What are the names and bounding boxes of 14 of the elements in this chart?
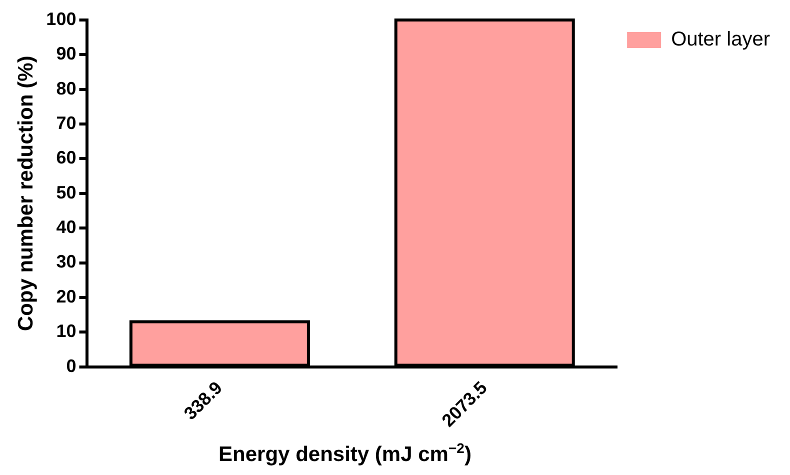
y-tick-label: 100 xyxy=(46,8,76,29)
y-tick-label: 50 xyxy=(56,182,76,202)
y-tick-label: 10 xyxy=(56,321,76,342)
y-tick-label: 60 xyxy=(56,148,76,168)
y-axis-title: Copy number reduction (%) xyxy=(14,56,38,332)
y-tick-label: 80 xyxy=(56,78,76,98)
y-tick-label: 70 xyxy=(56,113,76,134)
y-tick-label: 20 xyxy=(56,286,76,306)
y-tick-label: 0 xyxy=(66,356,76,376)
y-tick-label: 40 xyxy=(56,217,76,238)
legend-label: Outer layer xyxy=(671,28,770,51)
x-axis-title: Energy density (mJ cm$^{−2}$) xyxy=(218,440,472,467)
y-tick-label: 30 xyxy=(56,252,76,272)
y-tick-label: 90 xyxy=(56,44,76,64)
